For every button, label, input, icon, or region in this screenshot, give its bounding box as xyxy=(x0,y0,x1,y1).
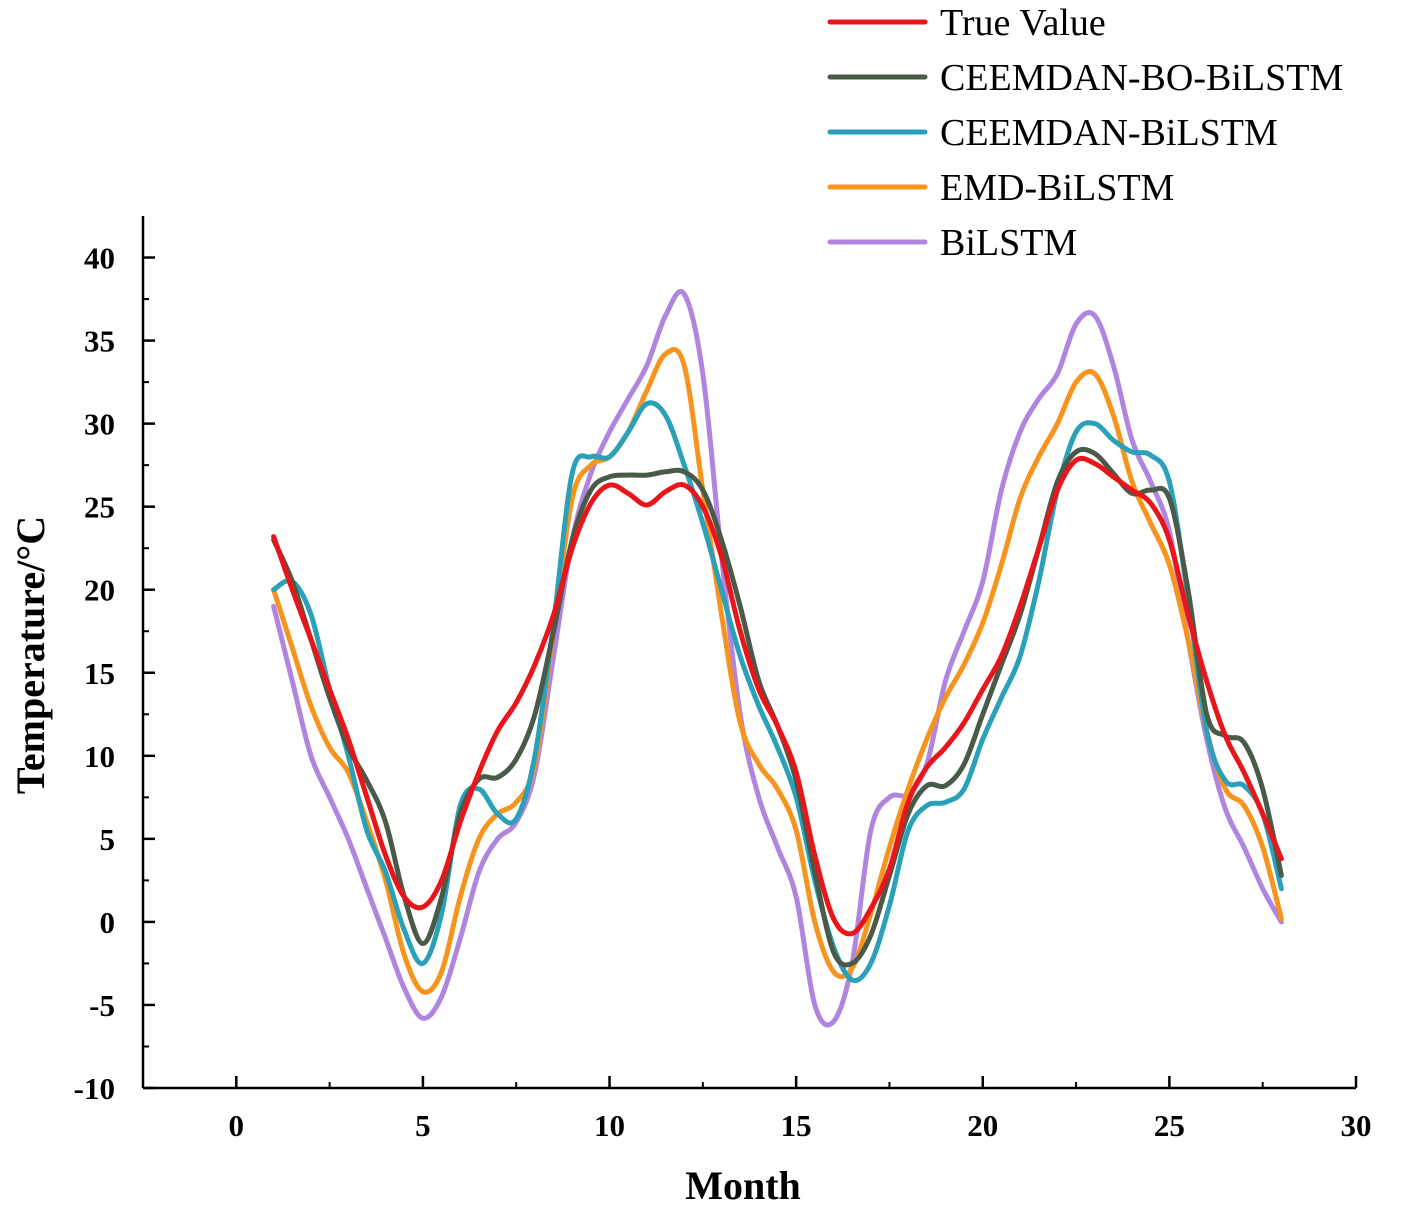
series-line-ceemdan-bo-bilstm xyxy=(271,446,1284,968)
x-tick-label: 20 xyxy=(967,1108,998,1143)
y-tick-label: 40 xyxy=(84,241,115,276)
legend-label-true-value: True Value xyxy=(940,2,1106,44)
x-tick-label: 0 xyxy=(229,1108,245,1143)
series-lines xyxy=(271,289,1284,1028)
y-tick-label: 15 xyxy=(84,656,115,691)
x-tick-label: 30 xyxy=(1341,1108,1372,1143)
x-tick-label: 10 xyxy=(594,1108,625,1143)
y-tick-label: 10 xyxy=(84,739,115,774)
axis-ticks: 0 5 10 15 20 25 30 -10 -5 0 5 10 15 20 25 30 35 40 xyxy=(74,241,1372,1143)
axes xyxy=(141,216,1356,1090)
legend-label-emd-bilstm: EMD-BiLSTM xyxy=(940,167,1174,209)
y-tick-label: 35 xyxy=(84,324,115,359)
x-tick-label: 5 xyxy=(415,1108,431,1143)
x-tick-label: 25 xyxy=(1154,1108,1185,1143)
series-line-bilstm xyxy=(271,289,1284,1028)
y-tick-label: -5 xyxy=(89,988,115,1023)
x-tick-label: 15 xyxy=(781,1108,812,1143)
y-tick-label: 30 xyxy=(84,407,115,442)
y-tick-label: 20 xyxy=(84,573,115,608)
y-tick-label: 5 xyxy=(100,822,116,857)
x-axis-title: Month xyxy=(685,1163,801,1208)
y-axis-title: Temperature/°C xyxy=(8,516,53,794)
legend-label-bilstm: BiLSTM xyxy=(940,222,1077,264)
series-line-emd-bilstm xyxy=(271,347,1284,995)
legend-label-ceemdan-bo-bilstm: CEEMDAN-BO-BiLSTM xyxy=(940,57,1343,99)
y-tick-label: 25 xyxy=(84,490,115,525)
series-line-true-value xyxy=(271,455,1284,937)
y-tick-label: 0 xyxy=(100,905,116,940)
legend-label-ceemdan-bilstm: CEEMDAN-BiLSTM xyxy=(940,112,1278,154)
y-tick-label: -10 xyxy=(74,1071,115,1106)
series-line-ceemdan-bilstm xyxy=(271,400,1284,984)
legend: True Value CEEMDAN-BO-BiLSTM CEEMDAN-BiLST… xyxy=(827,2,1343,264)
